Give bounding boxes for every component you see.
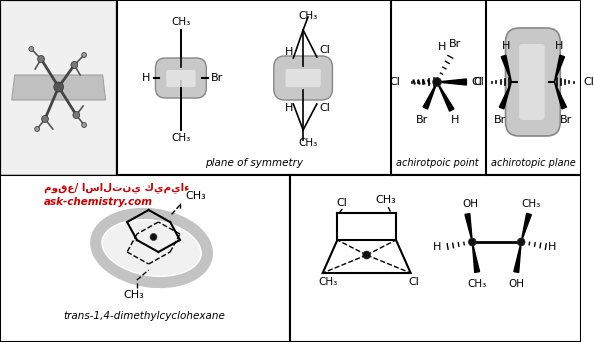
Text: CH₃: CH₃ <box>318 277 337 287</box>
Text: ask-chemistry.com: ask-chemistry.com <box>44 197 153 207</box>
Text: Br: Br <box>448 39 461 49</box>
Bar <box>1 1 115 174</box>
Text: OH: OH <box>462 199 478 209</box>
Bar <box>0 0 581 175</box>
Text: CH₃: CH₃ <box>124 290 144 300</box>
Text: H: H <box>548 242 557 252</box>
Text: Cl: Cl <box>319 45 330 55</box>
Text: H: H <box>438 42 446 52</box>
FancyBboxPatch shape <box>274 56 333 100</box>
Text: H: H <box>142 73 150 83</box>
Polygon shape <box>500 82 511 109</box>
Text: achirotpoic point: achirotpoic point <box>396 158 478 168</box>
Circle shape <box>81 53 87 57</box>
FancyBboxPatch shape <box>519 44 545 120</box>
Text: Cl: Cl <box>471 77 482 87</box>
Polygon shape <box>465 213 472 242</box>
Polygon shape <box>437 82 454 111</box>
Text: H: H <box>503 41 511 51</box>
Circle shape <box>34 127 40 132</box>
Text: trans-1,4-dimethylcyclohexane: trans-1,4-dimethylcyclohexane <box>64 311 226 321</box>
Text: Cl: Cl <box>473 77 484 87</box>
Text: CH₃: CH₃ <box>467 279 486 289</box>
Text: Br: Br <box>494 115 505 125</box>
Text: OH: OH <box>508 279 525 289</box>
Circle shape <box>29 47 34 52</box>
Text: achirotopic plane: achirotopic plane <box>491 158 575 168</box>
Ellipse shape <box>103 220 200 276</box>
Circle shape <box>517 238 525 246</box>
Text: Br: Br <box>560 115 572 125</box>
Text: H: H <box>555 41 564 51</box>
Bar <box>0 175 290 342</box>
Text: Br: Br <box>416 115 428 125</box>
Polygon shape <box>323 240 410 273</box>
FancyBboxPatch shape <box>166 70 195 87</box>
Text: Br: Br <box>211 73 223 83</box>
Text: H: H <box>433 242 441 252</box>
Circle shape <box>150 234 157 240</box>
Polygon shape <box>554 82 567 109</box>
FancyBboxPatch shape <box>286 69 321 87</box>
Circle shape <box>468 238 476 246</box>
Polygon shape <box>472 242 479 273</box>
Circle shape <box>81 122 87 128</box>
Circle shape <box>37 55 45 63</box>
Text: Cl: Cl <box>319 103 330 113</box>
Polygon shape <box>12 75 106 100</box>
Text: Cl: Cl <box>584 77 594 87</box>
Text: CH₃: CH₃ <box>522 199 541 209</box>
Bar <box>290 175 581 342</box>
Polygon shape <box>437 79 466 85</box>
Text: Cl: Cl <box>337 198 347 208</box>
Circle shape <box>363 251 371 259</box>
Text: CH₃: CH₃ <box>171 133 191 143</box>
Circle shape <box>73 111 80 118</box>
Text: H: H <box>285 103 293 113</box>
Text: plane of symmetry: plane of symmetry <box>205 158 303 168</box>
FancyBboxPatch shape <box>156 58 206 98</box>
Polygon shape <box>501 55 511 82</box>
Text: CH₃: CH₃ <box>298 138 318 148</box>
Polygon shape <box>423 82 437 109</box>
Polygon shape <box>554 55 564 82</box>
FancyBboxPatch shape <box>505 28 560 136</box>
Text: H: H <box>450 115 459 125</box>
Text: Cl: Cl <box>408 277 419 287</box>
Circle shape <box>71 62 78 68</box>
Text: CH₃: CH₃ <box>298 11 318 21</box>
Text: H: H <box>285 47 293 57</box>
Text: موقع/ اسالتني كيمياء: موقع/ اسالتني كيمياء <box>44 183 189 194</box>
Polygon shape <box>514 242 521 273</box>
Circle shape <box>432 78 441 87</box>
Text: CH₃: CH₃ <box>171 17 191 27</box>
Circle shape <box>42 116 48 122</box>
Circle shape <box>54 82 64 92</box>
Polygon shape <box>521 213 531 242</box>
Text: CH₃: CH₃ <box>185 191 206 201</box>
Text: CH₃: CH₃ <box>376 195 397 205</box>
Text: Cl: Cl <box>389 77 400 87</box>
